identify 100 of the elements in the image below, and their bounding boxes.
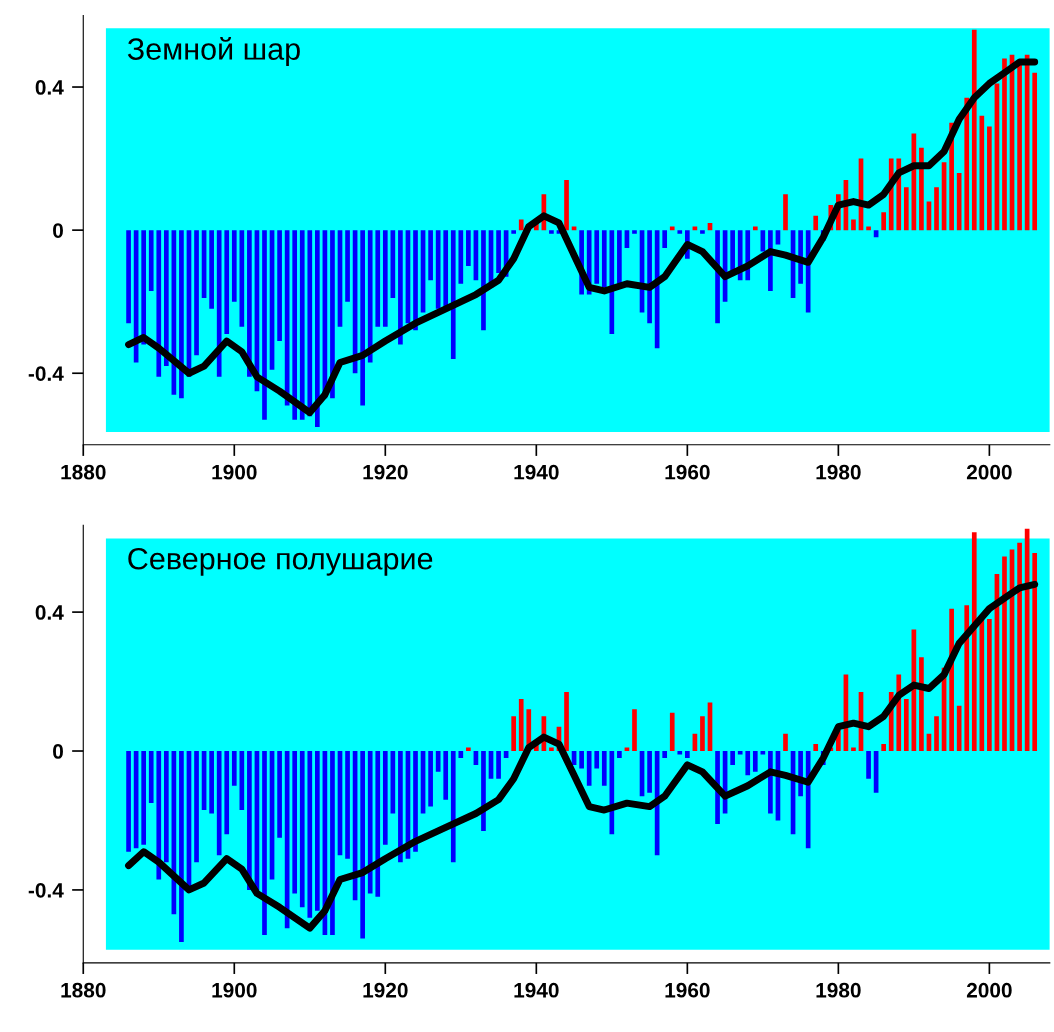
bar: [579, 751, 584, 769]
bar: [866, 751, 871, 779]
x-tick-label: 1960: [665, 982, 710, 998]
bar: [956, 705, 962, 752]
y-tick-label: -0.4: [28, 366, 64, 381]
y-tick-label: 0: [53, 223, 63, 238]
bar: [216, 751, 222, 856]
bar: [783, 194, 788, 231]
bar: [315, 751, 320, 911]
bar: [367, 230, 373, 363]
bar: [813, 744, 819, 752]
bar: [881, 744, 886, 752]
bar: [979, 115, 985, 231]
bar: [1032, 553, 1038, 752]
y-tick-label: 0: [53, 744, 63, 759]
bar: [292, 230, 298, 420]
bar: [1017, 542, 1022, 752]
bar: [1002, 556, 1007, 752]
bar: [345, 230, 350, 302]
bar: [919, 147, 924, 231]
bar: [443, 230, 449, 309]
bar: [126, 230, 131, 324]
bar: [730, 751, 735, 765]
bar: [194, 230, 199, 356]
x-tick-label: 1940: [514, 464, 559, 480]
bar: [239, 230, 245, 327]
bar: [307, 230, 313, 417]
y-tick-label: -0.4: [28, 882, 64, 898]
bar: [647, 751, 652, 793]
bar: [458, 230, 464, 284]
bar: [903, 187, 909, 231]
x-tick-label: 1900: [212, 464, 257, 480]
bar: [375, 230, 381, 327]
bar: [1032, 72, 1038, 231]
bar: [745, 751, 751, 776]
bar: [156, 230, 162, 377]
bar: [458, 751, 464, 758]
bar: [141, 230, 147, 345]
text: Северное полушарие: [128, 547, 433, 576]
bar: [511, 716, 517, 752]
bar: [413, 751, 418, 852]
bar: [315, 230, 320, 427]
bar: [632, 230, 637, 234]
bar: [609, 230, 615, 334]
bar: [496, 751, 501, 779]
bar: [141, 751, 147, 845]
bar: [1002, 58, 1007, 231]
bar: [601, 230, 607, 288]
bar: [466, 747, 471, 752]
bar: [398, 751, 403, 863]
bar: [737, 751, 743, 755]
x-tick-label: 1980: [816, 982, 861, 998]
bar: [511, 230, 517, 234]
bar: [239, 751, 245, 811]
bar: [435, 230, 441, 309]
x-tick-label: 1880: [61, 464, 106, 480]
bar: [148, 230, 154, 291]
bar: [647, 230, 652, 324]
bar: [617, 230, 622, 284]
bar: [398, 230, 403, 345]
bar: [292, 751, 298, 894]
bar: [330, 751, 335, 936]
bar: [549, 747, 554, 752]
x-tick-label: 1980: [816, 464, 861, 480]
bar: [277, 230, 282, 342]
bar: [360, 751, 365, 939]
bar: [700, 230, 705, 234]
x-tick-label: 1940: [514, 982, 559, 998]
bar: [443, 751, 449, 800]
bar: [262, 751, 267, 936]
bar: [632, 709, 637, 752]
bar: [450, 230, 456, 359]
bar: [662, 230, 668, 249]
bar: [262, 230, 267, 420]
bar: [299, 230, 305, 420]
bar: [594, 230, 600, 284]
bar: [813, 215, 819, 231]
bar: [549, 230, 554, 234]
bar: [564, 691, 569, 752]
bar: [231, 230, 237, 302]
bar: [496, 230, 501, 274]
bar: [413, 230, 418, 331]
bar: [194, 751, 199, 863]
bar: [209, 751, 214, 814]
bar: [934, 716, 939, 752]
bar: [881, 212, 886, 231]
bar: [971, 532, 977, 752]
bar: [481, 230, 486, 331]
bar: [662, 751, 668, 758]
bar: [224, 751, 230, 835]
bar: [677, 751, 683, 755]
bar: [156, 751, 162, 880]
bar: [752, 751, 758, 772]
bar: [669, 712, 675, 752]
bar: [851, 747, 856, 752]
bar: [987, 619, 992, 752]
bar: [163, 230, 169, 367]
bar: [677, 230, 683, 234]
bar: [126, 751, 131, 852]
bar: [428, 751, 433, 807]
